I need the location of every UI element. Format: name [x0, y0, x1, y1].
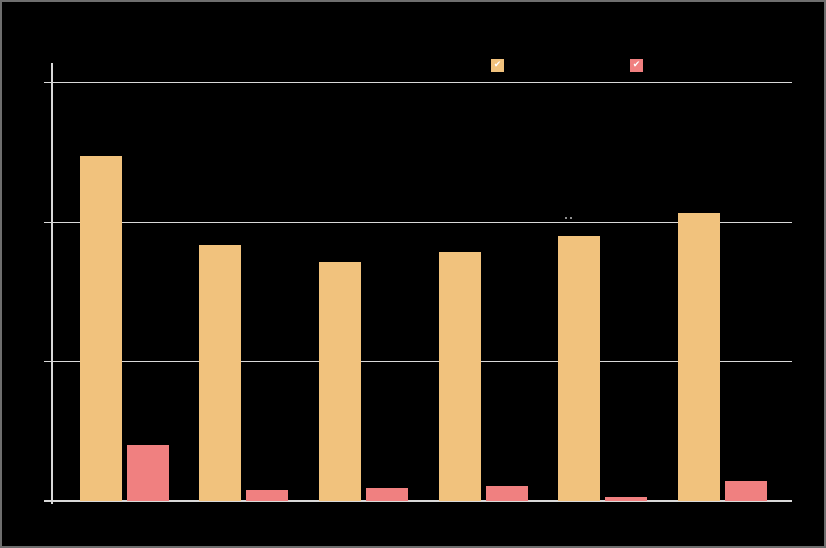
bar-series2-group6 [725, 481, 767, 501]
bar-series2-group5 [605, 497, 647, 501]
bar-series1-group4 [439, 252, 481, 501]
bar-series1-group3 [319, 262, 361, 501]
bar-series2-group2 [246, 490, 288, 501]
legend-item-1: ✔ [491, 59, 504, 72]
bar-series2-group3 [366, 488, 408, 501]
x-axis-line [44, 500, 792, 502]
y-axis-tick-10 [44, 361, 52, 362]
bar-series1-group6 [678, 213, 720, 501]
y-axis-tick-20 [44, 222, 52, 223]
y-axis-line [51, 63, 53, 504]
y-axis-tick-30 [44, 82, 52, 83]
checkmark-icon: ✔ [632, 60, 641, 70]
bar-series1-group1 [80, 156, 122, 501]
bar-series1-group2 [199, 245, 241, 501]
gridline-y10 [51, 361, 792, 362]
gridline-y30 [51, 82, 792, 83]
bar-series1-group5 [558, 236, 600, 501]
bar-series2-group4 [486, 486, 528, 501]
checkmark-icon: ✔ [493, 60, 502, 70]
legend-item-2: ✔ [630, 59, 643, 72]
bar-series2-group1 [127, 445, 169, 501]
gridline-y20 [51, 222, 792, 223]
